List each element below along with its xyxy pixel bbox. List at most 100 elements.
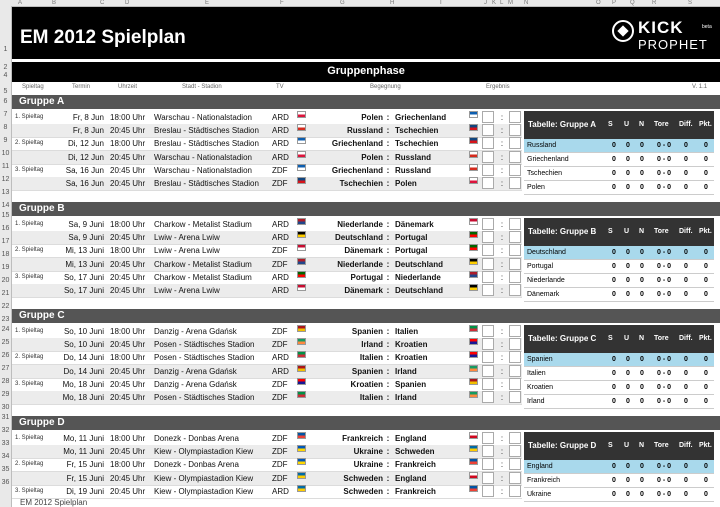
column-letter[interactable]: A: [18, 0, 23, 6]
column-letter[interactable]: D: [125, 0, 130, 6]
row-number[interactable]: 9: [3, 137, 8, 144]
row-number[interactable]: 4: [3, 72, 8, 79]
home-score-input[interactable]: [482, 458, 494, 471]
away-score-input[interactable]: [509, 231, 521, 244]
column-letter[interactable]: O: [596, 0, 601, 6]
column-letter[interactable]: S: [688, 0, 693, 6]
row-number[interactable]: 36: [1, 479, 10, 486]
away-score-input[interactable]: [509, 244, 521, 257]
home-score-input[interactable]: [482, 244, 494, 257]
row-number[interactable]: 34: [1, 453, 10, 460]
row-number[interactable]: 28: [1, 378, 10, 385]
row-number[interactable]: 24: [1, 326, 10, 333]
row-number[interactable]: 5: [3, 88, 8, 95]
row-number[interactable]: 21: [1, 290, 10, 297]
home-score-input[interactable]: [482, 471, 494, 484]
column-letter[interactable]: I: [440, 0, 442, 6]
away-score-input[interactable]: [509, 338, 521, 351]
away-score-input[interactable]: [509, 377, 521, 390]
home-score-input[interactable]: [482, 111, 494, 123]
home-score-input[interactable]: [482, 257, 494, 270]
row-number[interactable]: 20: [1, 277, 10, 284]
row-number[interactable]: 8: [3, 124, 8, 131]
row-number[interactable]: 10: [1, 150, 10, 157]
row-number[interactable]: 16: [1, 225, 10, 232]
home-score-input[interactable]: [482, 432, 494, 444]
row-number[interactable]: 32: [1, 427, 10, 434]
column-letter[interactable]: P: [612, 0, 617, 6]
home-score-input[interactable]: [482, 364, 494, 377]
row-number[interactable]: 14: [1, 202, 10, 209]
home-score-input[interactable]: [482, 218, 494, 230]
row-number[interactable]: 31: [1, 414, 10, 421]
row-number[interactable]: 18: [1, 251, 10, 258]
away-score-input[interactable]: [509, 124, 521, 137]
away-score-input[interactable]: [509, 137, 521, 150]
column-letter[interactable]: J: [484, 0, 487, 6]
home-score-input[interactable]: [482, 177, 494, 189]
sheet-tab[interactable]: EM 2012 Spielplan: [20, 498, 88, 507]
row-number[interactable]: 29: [1, 391, 10, 398]
away-score-input[interactable]: [509, 432, 521, 444]
column-letter[interactable]: N: [524, 0, 529, 6]
column-letter[interactable]: B: [52, 0, 57, 6]
away-score-input[interactable]: [509, 270, 521, 283]
away-score-input[interactable]: [509, 111, 521, 123]
home-score-input[interactable]: [482, 351, 494, 364]
away-score-input[interactable]: [509, 163, 521, 176]
home-score-input[interactable]: [482, 377, 494, 390]
column-letter[interactable]: G: [340, 0, 345, 6]
column-letter[interactable]: E: [205, 0, 210, 6]
away-score-input[interactable]: [509, 351, 521, 364]
home-score-input[interactable]: [482, 484, 494, 497]
row-number[interactable]: 25: [1, 339, 10, 346]
row-number[interactable]: 12: [1, 176, 10, 183]
home-score-input[interactable]: [482, 325, 494, 337]
away-score-input[interactable]: [509, 391, 521, 403]
home-score-input[interactable]: [482, 124, 494, 137]
row-number[interactable]: 27: [1, 365, 10, 372]
home-score-input[interactable]: [482, 137, 494, 150]
row-number[interactable]: 17: [1, 238, 10, 245]
row-number[interactable]: 26: [1, 352, 10, 359]
away-score-input[interactable]: [509, 284, 521, 296]
home-score-input[interactable]: [482, 284, 494, 296]
row-number[interactable]: 13: [1, 189, 10, 196]
column-letter[interactable]: K: [492, 0, 497, 6]
home-score-input[interactable]: [482, 163, 494, 176]
away-score-input[interactable]: [509, 325, 521, 337]
away-score-input[interactable]: [509, 484, 521, 497]
row-number[interactable]: 6: [3, 98, 8, 105]
row-number[interactable]: 35: [1, 466, 10, 473]
home-score-input[interactable]: [482, 445, 494, 458]
row-number[interactable]: 2: [3, 64, 8, 71]
away-score-input[interactable]: [509, 471, 521, 484]
row-number[interactable]: 33: [1, 440, 10, 447]
home-score-input[interactable]: [482, 150, 494, 163]
row-number[interactable]: 22: [1, 303, 10, 310]
row-number[interactable]: 1: [3, 46, 8, 53]
away-score-input[interactable]: [509, 445, 521, 458]
column-letter[interactable]: C: [100, 0, 105, 6]
home-score-input[interactable]: [482, 338, 494, 351]
away-score-input[interactable]: [509, 150, 521, 163]
column-letter[interactable]: Q: [630, 0, 635, 6]
away-score-input[interactable]: [509, 177, 521, 189]
row-number[interactable]: 7: [3, 111, 8, 118]
away-score-input[interactable]: [509, 257, 521, 270]
row-number[interactable]: 11: [1, 163, 10, 170]
column-letter[interactable]: R: [652, 0, 657, 6]
row-number[interactable]: 15: [1, 212, 10, 219]
home-score-input[interactable]: [482, 270, 494, 283]
column-letter[interactable]: M: [508, 0, 513, 6]
home-score-input[interactable]: [482, 391, 494, 403]
column-letter[interactable]: H: [390, 0, 395, 6]
away-score-input[interactable]: [509, 458, 521, 471]
row-number[interactable]: 19: [1, 264, 10, 271]
column-letter[interactable]: L: [500, 0, 504, 6]
away-score-input[interactable]: [509, 364, 521, 377]
column-letter[interactable]: F: [280, 0, 284, 6]
row-number[interactable]: 30: [1, 404, 10, 411]
away-score-input[interactable]: [509, 218, 521, 230]
home-score-input[interactable]: [482, 231, 494, 244]
